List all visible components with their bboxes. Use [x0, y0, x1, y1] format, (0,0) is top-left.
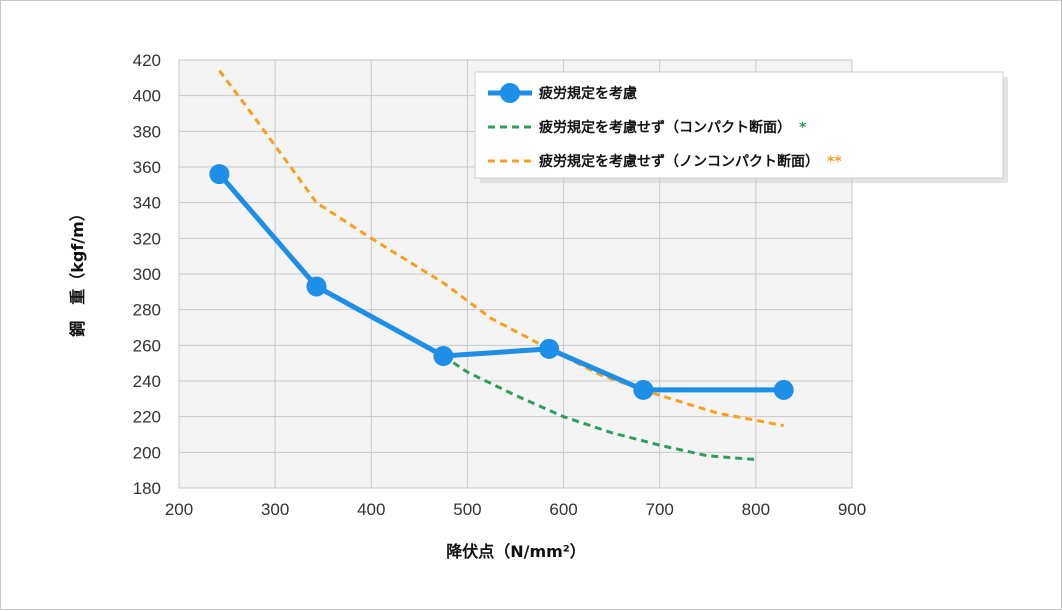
y-tick-label: 320	[133, 229, 161, 248]
data-point	[306, 276, 327, 297]
y-tick-label: 360	[133, 158, 161, 177]
y-tick-label: 300	[133, 265, 161, 284]
series-markers	[209, 164, 794, 400]
y-tick-label: 200	[133, 443, 161, 462]
series-line	[442, 354, 757, 461]
data-point	[773, 379, 794, 400]
y-tick-label: 180	[133, 479, 161, 498]
y-tick-label: 340	[133, 194, 161, 213]
y-tick-label: 280	[133, 301, 161, 320]
x-axis-title: 降伏点（N/mm²）	[446, 542, 586, 561]
legend-marker	[500, 83, 520, 103]
series-lines	[217, 69, 784, 461]
legend-asterisk: *	[799, 120, 807, 136]
y-axis-title: 鋼 重（kgf/m）	[68, 205, 87, 338]
y-tick-label: 400	[133, 87, 161, 106]
y-tick-label: 220	[133, 408, 161, 427]
y-tick-label: 240	[133, 372, 161, 391]
x-tick-labels: 200 300 400 500 600 700 800 900	[165, 500, 866, 519]
y-tick-labels: 180 200 220 240 260 280 300 320 340 360 380 400 420	[133, 51, 161, 498]
legend-asterisk: **	[827, 154, 842, 170]
legend-label: 疲労規定を考慮せず（コンパクト断面） *	[539, 119, 807, 136]
data-point	[433, 346, 454, 367]
x-tick-label: 900	[838, 500, 866, 519]
data-point	[209, 164, 230, 185]
series-line	[217, 172, 784, 393]
x-tick-label: 800	[742, 500, 770, 519]
y-tick-label: 420	[133, 51, 161, 70]
x-tick-label: 500	[453, 500, 481, 519]
data-point	[633, 379, 654, 400]
legend-label: 疲労規定を考慮	[539, 85, 637, 102]
x-tick-label: 400	[357, 500, 385, 519]
x-tick-label: 300	[261, 500, 289, 519]
x-tick-label: 200	[165, 500, 193, 519]
x-tick-label: 700	[646, 500, 674, 519]
legend-label: 疲労規定を考慮せず（ノンコンパクト断面） **	[539, 153, 842, 170]
data-point	[539, 338, 560, 359]
x-tick-label: 600	[549, 500, 577, 519]
y-tick-label: 380	[133, 122, 161, 141]
y-tick-label: 260	[133, 336, 161, 355]
series-line	[218, 69, 784, 428]
